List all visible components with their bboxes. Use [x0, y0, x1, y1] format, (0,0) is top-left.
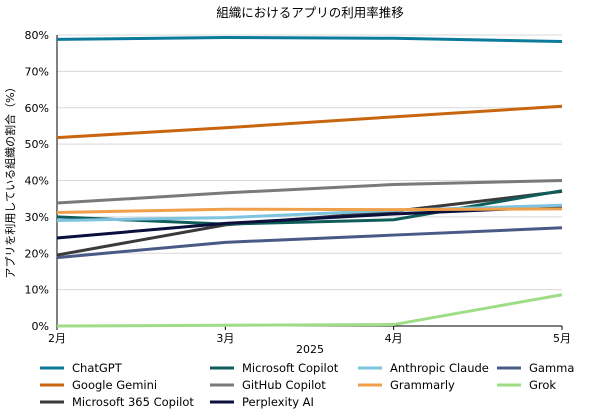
y-tick-label: 70% [25, 65, 49, 78]
x-tick-label: 4月 [385, 332, 403, 345]
y-tick-label: 10% [25, 284, 49, 297]
legend-label: Grok [529, 378, 556, 392]
legend-label: Microsoft Copilot [242, 361, 339, 375]
y-tick-label: 80% [25, 29, 49, 42]
y-tick-label: 0% [32, 320, 49, 333]
gridlines [57, 34, 562, 327]
legend-label: Microsoft 365 Copilot [72, 395, 194, 409]
chart-title: 組織におけるアプリの利用率推移 [216, 5, 404, 20]
y-tick-label: 20% [25, 247, 49, 260]
legend: ChatGPT Google Gemini Microsoft 365 Copilo… [40, 361, 574, 409]
x-tick-label: 2月 [48, 332, 66, 345]
y-tick-label: 50% [25, 138, 49, 151]
legend-label: Gamma [529, 361, 574, 375]
legend-label: Grammarly [390, 378, 455, 392]
y-tick-label: 30% [25, 211, 49, 224]
y-axis-title: アプリを利用している組織の割合（%） [3, 81, 17, 278]
y-tick-label: 60% [25, 102, 49, 115]
x-tick-label: 5月 [553, 332, 571, 345]
legend-label: GitHub Copilot [242, 378, 326, 392]
legend-label: Perplexity AI [242, 395, 314, 409]
series-line-grok [56, 293, 563, 328]
series-line-google-gemini [56, 104, 563, 140]
axes: 0% 10% 20% 30% 40% 50% 60% 70% 80% 2月 3月 4月 5月 [25, 29, 571, 345]
legend-label: ChatGPT [72, 361, 123, 375]
series-lines [56, 36, 563, 328]
x-axis-title: 2025 [296, 343, 324, 356]
legend-label: Anthropic Claude [390, 361, 489, 375]
legend-label: Google Gemini [72, 378, 157, 392]
y-tick-label: 40% [25, 175, 49, 188]
x-tick-label: 3月 [216, 332, 234, 345]
series-line-chatgpt [56, 36, 563, 44]
series-line-github-copilot [56, 179, 563, 205]
series-line-grammarly [56, 207, 563, 215]
series-line-gamma [56, 226, 563, 260]
